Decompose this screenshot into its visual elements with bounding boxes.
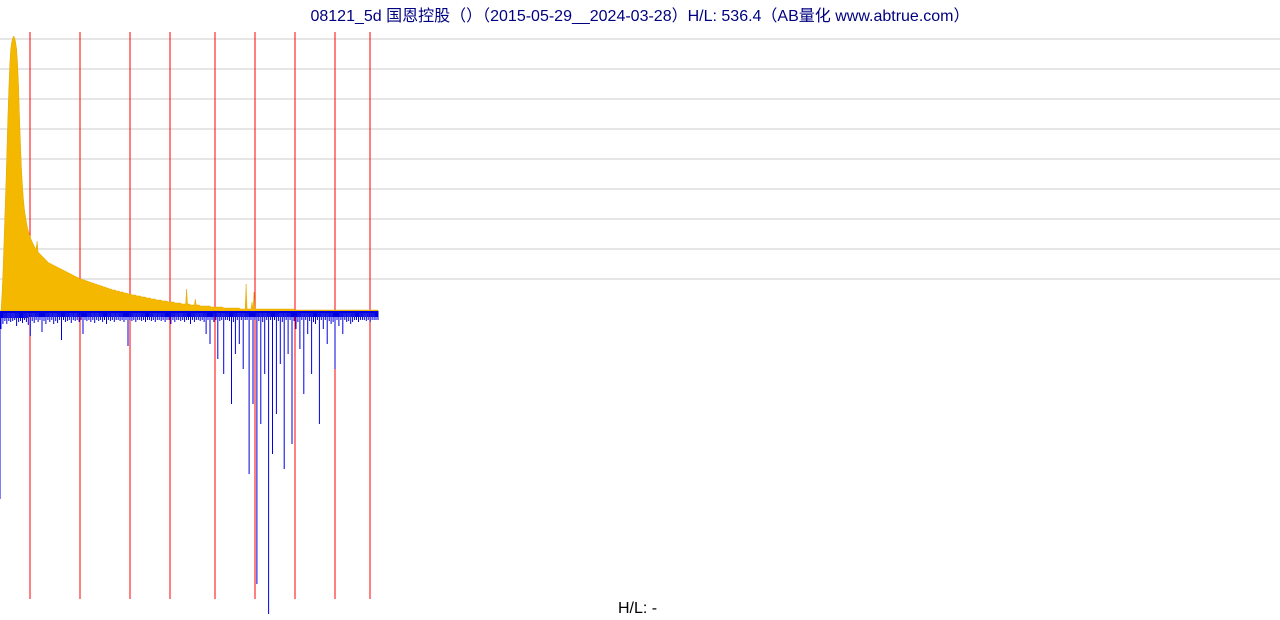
chart-svg (0, 24, 1280, 614)
footer-hl-label: H/L: - (618, 600, 657, 618)
chart-title: 08121_5d 国恩控股（）（2015-05-29__2024-03-28）H… (0, 0, 1280, 24)
chart-area (0, 24, 1280, 614)
